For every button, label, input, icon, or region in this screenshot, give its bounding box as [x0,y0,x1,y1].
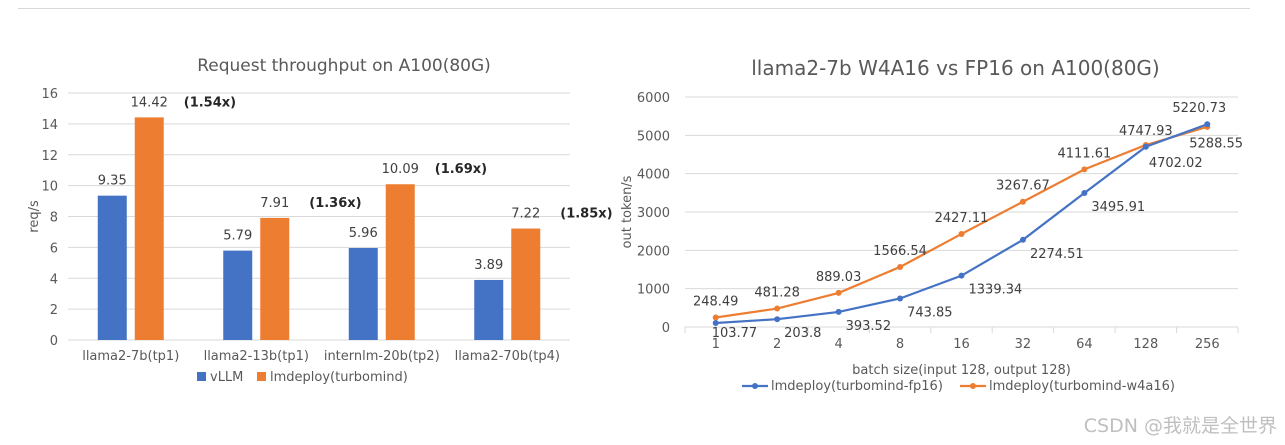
bar-ratio-label: (1.69x) [435,162,487,177]
bar-lmdeploy [260,217,290,340]
legend-marker-w4a16 [970,383,976,389]
fp16-data-label: 2274.51 [1030,247,1084,262]
legend-label: lmdeploy(turbomind) [270,370,408,385]
line-y-tick-label: 4000 [637,168,670,183]
fp16-data-label: 1339.34 [969,283,1023,298]
line-y-tick-label: 3000 [637,206,670,221]
bar-ratio-label: (1.54x) [184,95,236,110]
w4a16-data-label: 481.28 [754,286,800,301]
bar-y-tick-label: 10 [41,180,58,195]
line-x-tick-label: 64 [1076,337,1093,352]
w4a16-point [1081,166,1088,173]
bar-vllm [97,195,127,340]
fp16-data-label: 5288.55 [1189,136,1243,151]
bar-data-label: 14.42 [131,95,168,110]
legend-label: vLLM [210,370,243,385]
bar-data-label: 5.96 [349,226,378,241]
w4a16-data-label: 4747.93 [1119,124,1173,139]
fp16-data-label: 203.8 [784,326,821,341]
bar-lmdeploy [385,184,415,340]
line-x-tick-label: 4 [834,337,842,352]
bar-x-tick-label: llama2-7b(tp1) [82,349,179,364]
w4a16-data-label: 5220.73 [1172,101,1226,116]
bar-y-tick-label: 6 [50,241,58,256]
bar-data-label: 3.89 [474,258,503,273]
w4a16-data-label: 3267.67 [996,179,1050,194]
fp16-data-label: 103.77 [712,326,758,341]
legend-swatch-lmdeploy [257,372,266,381]
fp16-data-label: 4702.02 [1149,156,1203,171]
w4a16-point [774,305,781,312]
bar-x-tick-label: llama2-70b(tp4) [455,349,560,364]
bar-chart-title: Request throughput on A100(80G) [197,56,491,76]
bar-lmdeploy [511,228,541,340]
bar-data-label: 7.91 [260,196,289,211]
line-y-tick-label: 1000 [637,283,670,298]
bar-y-tick-label: 8 [50,211,58,226]
bar-y-tick-label: 14 [41,118,58,133]
line-y-tick-label: 0 [662,321,670,336]
bar-y-tick-label: 12 [41,149,58,164]
line-y-axis-label: out token/s [620,175,635,248]
fp16-point [712,320,719,327]
bar-x-tick-label: internlm-20b(tp2) [324,349,440,364]
bar-vllm [223,250,253,340]
bar-vllm [474,279,504,340]
w4a16-point [958,230,965,237]
w4a16-data-label: 889.03 [816,270,862,285]
fp16-data-label: 743.85 [907,305,953,320]
line-y-tick-label: 2000 [637,244,670,259]
bar-data-label: 5.79 [223,229,252,244]
fp16-point [1142,143,1149,150]
bar-y-tick-label: 4 [50,272,58,287]
line-x-tick-label: 2 [773,337,781,352]
line-x-tick-label: 32 [1015,337,1032,352]
line-x-tick-label: 8 [896,337,904,352]
w4a16-data-label: 2427.11 [935,211,989,226]
w4a16-data-label: 248.49 [693,294,739,309]
legend-swatch-vllm [197,372,206,381]
bar-data-label: 9.35 [98,174,127,189]
bar-data-label: 7.22 [511,207,540,222]
fp16-data-label: 3495.91 [1091,200,1145,215]
top-divider [18,8,1250,9]
line-x-tick-label: 128 [1133,337,1158,352]
line-y-tick-label: 6000 [637,91,670,106]
fp16-point [958,272,965,279]
fp16-point [1081,189,1088,196]
bar-x-tick-label: llama2-13b(tp1) [204,349,309,364]
fp16-point [1019,236,1026,243]
legend-marker-fp16 [752,383,758,389]
line-x-axis-label: batch size(input 128, output 128) [852,363,1071,378]
w4a16-point [835,289,842,296]
line-x-tick-label: 16 [953,337,970,352]
fp16-point [774,316,781,323]
line-x-tick-label: 256 [1195,337,1220,352]
legend-label: lmdeploy(turbomind-fp16) [771,379,943,394]
fp16-point [1204,121,1211,128]
line-y-tick-label: 5000 [637,129,670,144]
bar-lmdeploy [134,117,164,340]
w4a16-data-label: 1566.54 [873,244,927,259]
fp16-point [897,295,904,302]
line-x-tick-label: 1 [712,337,720,352]
w4a16-point [897,263,904,270]
bar-vllm [348,247,378,340]
legend-label: lmdeploy(turbomind-w4a16) [989,379,1175,394]
bar-y-tick-label: 16 [41,87,58,102]
bar-data-label: 10.09 [382,162,419,177]
bar-ratio-label: (1.36x) [309,196,361,211]
line-chart-title: llama2-7b W4A16 vs FP16 on A100(80G) [751,56,1159,80]
bar-y-tick-label: 0 [50,334,58,349]
fp16-data-label: 393.52 [846,319,892,334]
fp16-point [835,308,842,315]
w4a16-data-label: 4111.61 [1058,146,1112,161]
w4a16-point [1019,198,1026,205]
bar-ratio-label: (1.85x) [560,207,612,222]
bar-y-axis-label: req/s [27,200,42,233]
w4a16-point [712,314,719,321]
watermark: CSDN @我就是全世界 [1083,415,1277,437]
bar-y-tick-label: 2 [50,303,58,318]
